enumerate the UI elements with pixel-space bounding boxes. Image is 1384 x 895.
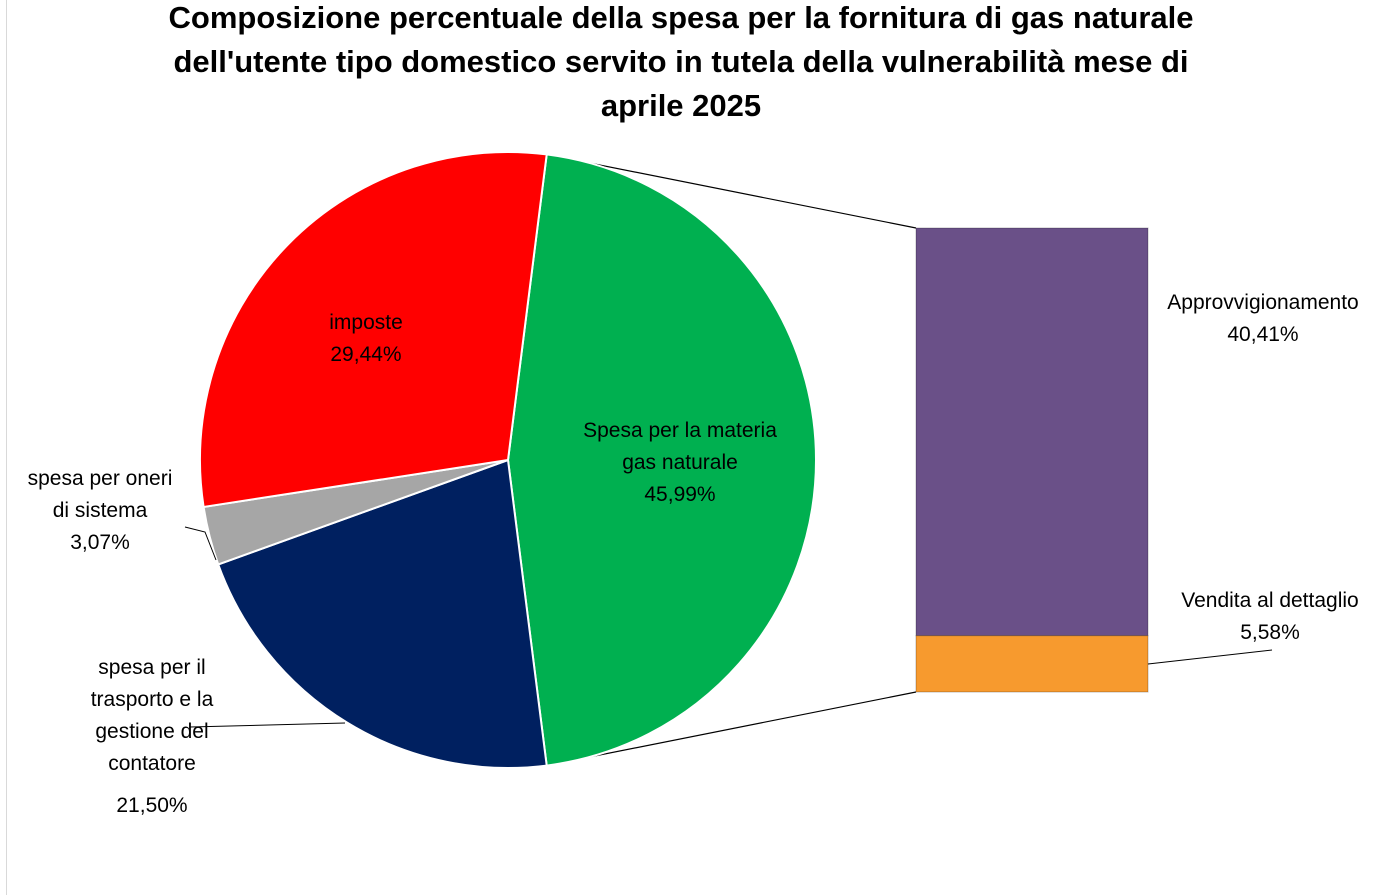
label-materia-gas: Spesa per la materia gas naturale 45,99% [583,419,777,506]
label-trasporto: spesa per il trasporto e la gestione del co… [91,656,214,775]
label-oneri: spesa per oneri di sistema 3,07% [28,467,173,554]
pie [199,151,817,769]
bar-segment-approvvigionamento [915,227,1149,637]
bar-segment-vendita [915,635,1149,693]
connector-top [546,153,917,229]
chart-title: Composizione percentuale della spesa per… [169,0,1194,123]
label-vendita: Vendita al dettaglio 5,58% [1181,589,1358,644]
pie-slice-materia-gas [506,153,817,767]
chart-title-line-1: Composizione percentuale della spesa per… [169,0,1194,35]
chart-frame-border [6,0,7,895]
label-imposte: imposte 29,44% [329,311,403,366]
pie-slice-imposte [199,151,548,509]
stacked-bar [915,227,1149,693]
data-labels: Spesa per la materia gas naturale 45,99% im… [28,291,1359,817]
label-approvvigionamento: Approvvigionamento 40,41% [1167,291,1358,346]
leader-line-vendita [1147,649,1273,665]
chart-title-line-3: aprile 2025 [601,88,761,123]
label-trasporto-value: 21,50% [116,794,187,817]
connector-lines [546,153,917,767]
chart-title-line-2: dell'utente tipo domestico servito in tu… [173,44,1188,79]
connector-bottom [546,691,917,767]
pie-slice-trasporto [216,458,548,769]
leader-line-trasporto [189,722,346,728]
leader-line-oneri [184,526,217,561]
